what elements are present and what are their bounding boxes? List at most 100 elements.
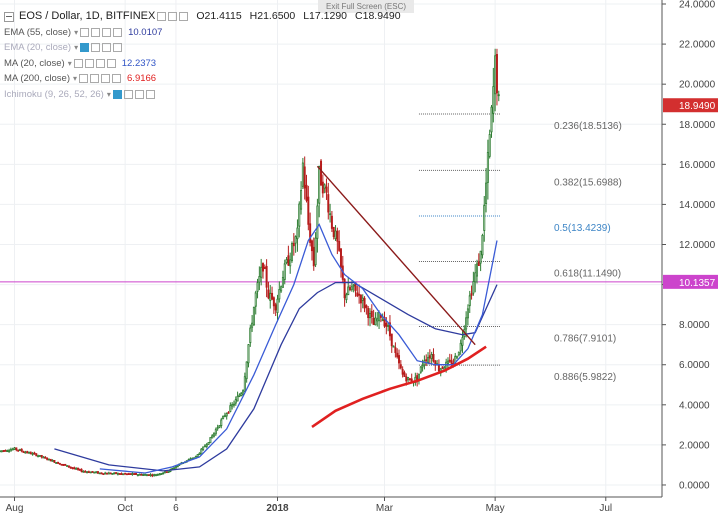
- trendline: [316, 165, 476, 346]
- candle-body: [381, 319, 384, 322]
- candle-body: [29, 452, 32, 455]
- eye-icon[interactable]: [80, 43, 90, 53]
- candle-body: [472, 281, 475, 294]
- candle-body: [76, 467, 79, 470]
- indicator-row[interactable]: MA (20, close) ▾ 12.2373: [4, 56, 401, 72]
- close-icon[interactable]: [106, 58, 116, 68]
- chevron-down-icon[interactable]: ▾: [67, 58, 72, 68]
- close-icon[interactable]: [112, 74, 122, 84]
- y-tick-label: 14.0000: [679, 200, 716, 211]
- candle-body: [37, 455, 40, 458]
- candle-body: [107, 472, 110, 475]
- candle-body: [53, 460, 56, 463]
- candle-body: [104, 472, 107, 475]
- chevron-down-icon[interactable]: ▾: [74, 27, 79, 37]
- eye-icon[interactable]: [80, 27, 90, 37]
- close-icon[interactable]: [179, 12, 189, 22]
- chevron-down-icon[interactable]: ▾: [106, 89, 111, 99]
- candle-body: [205, 444, 208, 447]
- candle-body: [405, 376, 408, 382]
- candle-body: [20, 449, 23, 452]
- candle-body: [274, 304, 277, 311]
- more-icon[interactable]: [102, 27, 112, 37]
- candle-body: [358, 293, 361, 296]
- candle-body: [58, 462, 61, 465]
- candle-body: [35, 453, 38, 457]
- candle-body: [4, 449, 7, 452]
- settings-icon[interactable]: [123, 89, 133, 99]
- candle-body: [349, 287, 352, 290]
- candle-body: [162, 472, 165, 475]
- settings-icon[interactable]: [90, 74, 100, 84]
- candle-body: [383, 317, 386, 327]
- close-icon[interactable]: [113, 43, 123, 53]
- candle-body: [86, 471, 89, 474]
- moving-average-line: [99, 223, 498, 474]
- chevron-down-icon[interactable]: ▾: [73, 74, 78, 84]
- more-icon[interactable]: [102, 43, 112, 53]
- candle-body: [13, 447, 16, 450]
- indicator-value: 12.2373: [121, 57, 157, 69]
- candle-body: [368, 313, 371, 319]
- candle-body: [401, 369, 404, 375]
- y-tick-label: 4.0000: [679, 400, 710, 411]
- candle-body: [378, 312, 381, 322]
- eye-icon[interactable]: [79, 74, 89, 84]
- symbol-title[interactable]: EOS / Dollar, 1D, BITFINEX: [19, 10, 156, 23]
- price-axis-bg: [662, 0, 718, 515]
- candle-body: [387, 325, 390, 327]
- candle-body: [477, 261, 480, 266]
- candle-body: [347, 286, 350, 296]
- more-icon[interactable]: [134, 89, 144, 99]
- indicator-row[interactable]: EMA (20, close) ▾: [4, 40, 401, 56]
- candle-body: [46, 457, 49, 460]
- candle-body: [269, 292, 272, 301]
- candle-body: [24, 451, 27, 454]
- candle-body: [343, 278, 346, 299]
- time-axis: Aug Oct 6 2018 Mar May Jul: [0, 496, 718, 515]
- candle-body: [470, 293, 473, 296]
- candle-body: [118, 473, 121, 475]
- more-icon[interactable]: [95, 58, 105, 68]
- settings-icon[interactable]: [91, 43, 101, 53]
- candle-body: [421, 365, 424, 368]
- candle-body: [207, 442, 210, 445]
- candle-body: [359, 294, 362, 304]
- settings-icon[interactable]: [91, 27, 101, 37]
- candle-body: [33, 452, 36, 455]
- settings-icon[interactable]: [84, 58, 94, 68]
- candle-body: [26, 451, 29, 454]
- candle-body: [336, 230, 339, 242]
- candle-body: [432, 354, 435, 362]
- candle-body: [129, 473, 132, 475]
- fib-level-label: 0.382(15.6988): [554, 177, 622, 188]
- indicator-row[interactable]: Ichimoku (9, 26, 52, 26) ▾: [4, 87, 401, 103]
- eye-icon[interactable]: [73, 58, 83, 68]
- x-tick-label: May: [486, 503, 505, 514]
- candle-body: [198, 452, 201, 455]
- chevron-down-icon[interactable]: ▾: [74, 43, 79, 53]
- settings-icon[interactable]: [168, 12, 178, 22]
- indicator-row[interactable]: EMA (55, close) ▾ 10.0107: [4, 25, 401, 41]
- candle-body: [285, 259, 288, 263]
- indicator-row[interactable]: MA (200, close) ▾ 6.9166: [4, 71, 401, 87]
- chart-grid: [0, 0, 662, 497]
- candle-body: [120, 473, 123, 475]
- candle-body: [243, 376, 246, 392]
- candle-body: [407, 376, 410, 380]
- close-icon[interactable]: [113, 27, 123, 37]
- eye-icon[interactable]: [112, 89, 122, 99]
- candle-body: [69, 466, 72, 469]
- candle-body: [211, 435, 214, 439]
- candle-body: [323, 184, 326, 189]
- candle-body: [236, 395, 239, 402]
- candle-body: [57, 461, 60, 464]
- more-icon[interactable]: [101, 74, 111, 84]
- exit-fullscreen-button[interactable]: Exit Full Screen (ESC): [318, 0, 414, 13]
- close-icon[interactable]: [145, 89, 155, 99]
- collapse-legend-icon[interactable]: [4, 11, 14, 22]
- candle-body: [468, 295, 471, 307]
- eye-icon[interactable]: [157, 12, 167, 22]
- indicator-label: Ichimoku (9, 26, 52, 26): [4, 88, 104, 100]
